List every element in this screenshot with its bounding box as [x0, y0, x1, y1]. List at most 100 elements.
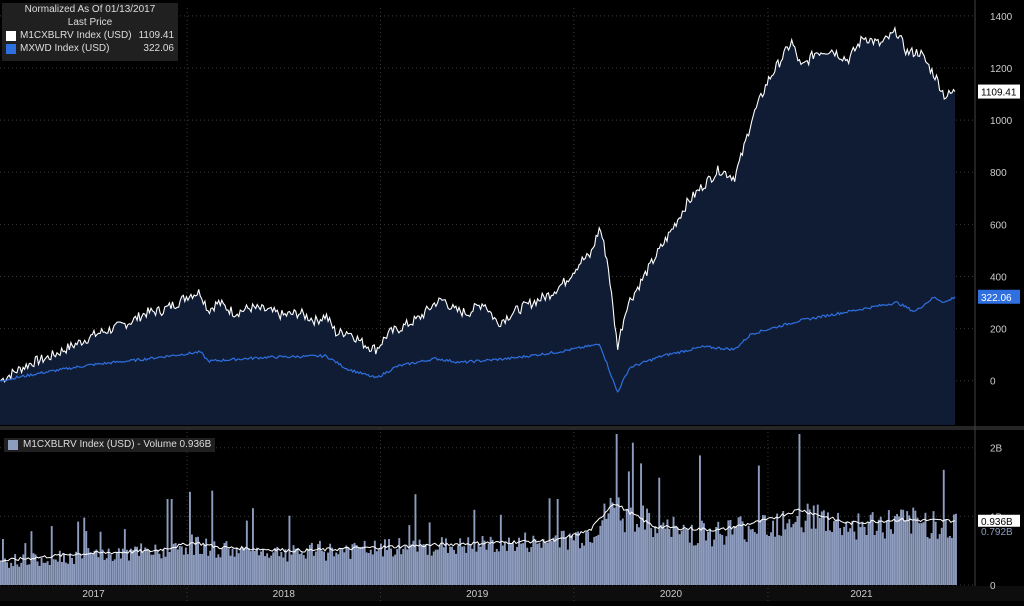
volume-bar — [883, 538, 886, 585]
volume-bar — [359, 547, 362, 585]
volume-bar — [81, 558, 84, 585]
volume-bar — [154, 544, 157, 585]
volume-bar — [688, 542, 691, 585]
volume-bar — [780, 535, 783, 585]
legend-item-label: M1CXBLRV Index (USD) — [20, 30, 132, 41]
volume-bar — [530, 547, 533, 585]
volume-bar — [371, 554, 374, 585]
volume-bar — [762, 515, 764, 585]
volume-bar — [573, 540, 575, 585]
volume-bar — [18, 566, 21, 585]
volume-bar — [14, 554, 17, 585]
volume-bar — [936, 538, 939, 585]
legend-item-value: 322.06 — [143, 43, 174, 54]
volume-bar — [107, 548, 110, 585]
volume-bar — [134, 546, 136, 585]
volume-bar — [126, 549, 128, 585]
volume-bar — [467, 537, 470, 585]
volume-bar — [536, 543, 539, 585]
volume-bar — [926, 537, 929, 585]
volume-bar — [894, 516, 896, 585]
volume-bar — [705, 540, 707, 585]
volume-bar — [634, 531, 636, 585]
volume-bar — [50, 526, 53, 585]
volume-bar — [707, 531, 709, 585]
volume-bar — [367, 553, 370, 585]
volume-bar — [595, 536, 598, 585]
volume-bar — [10, 562, 13, 585]
volume-bar — [890, 529, 892, 585]
x-tick-label: 2017 — [82, 589, 105, 600]
volume-bar — [644, 529, 646, 585]
volume-bar — [410, 544, 413, 585]
volume-bar — [392, 556, 395, 585]
volume-bar — [825, 530, 827, 585]
volume-bar — [382, 556, 384, 585]
volume-bar — [438, 545, 441, 585]
volume-bar — [453, 549, 455, 585]
volume-bar — [440, 537, 443, 585]
volume-bar — [558, 547, 561, 585]
volume-bar — [87, 548, 90, 585]
legend-item-mxwd[interactable]: MXWD Index (USD) 322.06 — [2, 42, 178, 55]
volume-bar — [922, 522, 925, 585]
volume-bar — [737, 517, 740, 585]
volume-bar — [24, 543, 27, 585]
volume-bar — [682, 524, 685, 585]
volume-bar — [457, 545, 460, 585]
volume-bar — [593, 536, 596, 585]
volume-bar — [666, 519, 669, 585]
legend-normalized-label: Normalized As Of 01/13/2017 — [24, 4, 156, 15]
volume-bar — [256, 547, 258, 585]
volume-bar — [357, 547, 360, 585]
volume-bar — [729, 520, 732, 585]
volume-bar — [674, 525, 677, 585]
volume-bar — [325, 560, 327, 585]
volume-bar — [436, 549, 439, 585]
legend-item-m1cxblrv[interactable]: M1CXBLRV Index (USD) 1109.41 — [2, 29, 178, 42]
volume-bar — [627, 471, 630, 585]
white-swatch-icon — [6, 30, 16, 41]
volume-bar — [447, 552, 449, 585]
volume-bar — [319, 540, 321, 585]
volume-bar — [940, 527, 943, 585]
volume-bar — [904, 520, 907, 585]
volume-bar — [739, 516, 742, 585]
volume-bar — [786, 523, 789, 585]
volume-bar — [745, 541, 748, 585]
volume-bar — [26, 564, 29, 585]
volume-bar — [339, 548, 342, 585]
volume-bar — [638, 527, 640, 585]
volume-bar — [150, 554, 153, 585]
volume-bar — [300, 552, 303, 585]
volume-bar — [808, 509, 811, 585]
volume-bar — [650, 528, 653, 585]
volume-bar — [955, 513, 957, 585]
volume-bar — [158, 553, 161, 585]
volume-bar — [871, 512, 874, 585]
volume-bar — [365, 552, 368, 585]
volume-bar — [725, 536, 728, 585]
volume-bar — [343, 552, 346, 585]
volume-bar — [111, 560, 114, 585]
volume-bar — [692, 545, 695, 585]
volume-bar — [121, 548, 124, 585]
volume-bar — [788, 519, 791, 585]
volume-bar — [119, 558, 122, 585]
vol-y-tick-label: 2B — [990, 444, 1003, 455]
volume-bar — [554, 535, 557, 585]
volume-bar — [658, 477, 661, 585]
volume-bar — [579, 548, 581, 585]
volume-legend[interactable]: M1CXBLRV Index (USD) - Volume 0.936B — [4, 438, 216, 452]
volume-bar — [217, 554, 220, 585]
volume-bar — [843, 526, 846, 585]
volume-bar — [591, 542, 594, 585]
volume-bar — [599, 525, 602, 585]
volume-bar — [67, 563, 69, 585]
volume-bar — [564, 537, 567, 585]
volume-bar — [211, 490, 214, 585]
volume-bar — [176, 549, 179, 585]
volume-bar — [747, 525, 750, 585]
volume-bar — [800, 527, 803, 585]
